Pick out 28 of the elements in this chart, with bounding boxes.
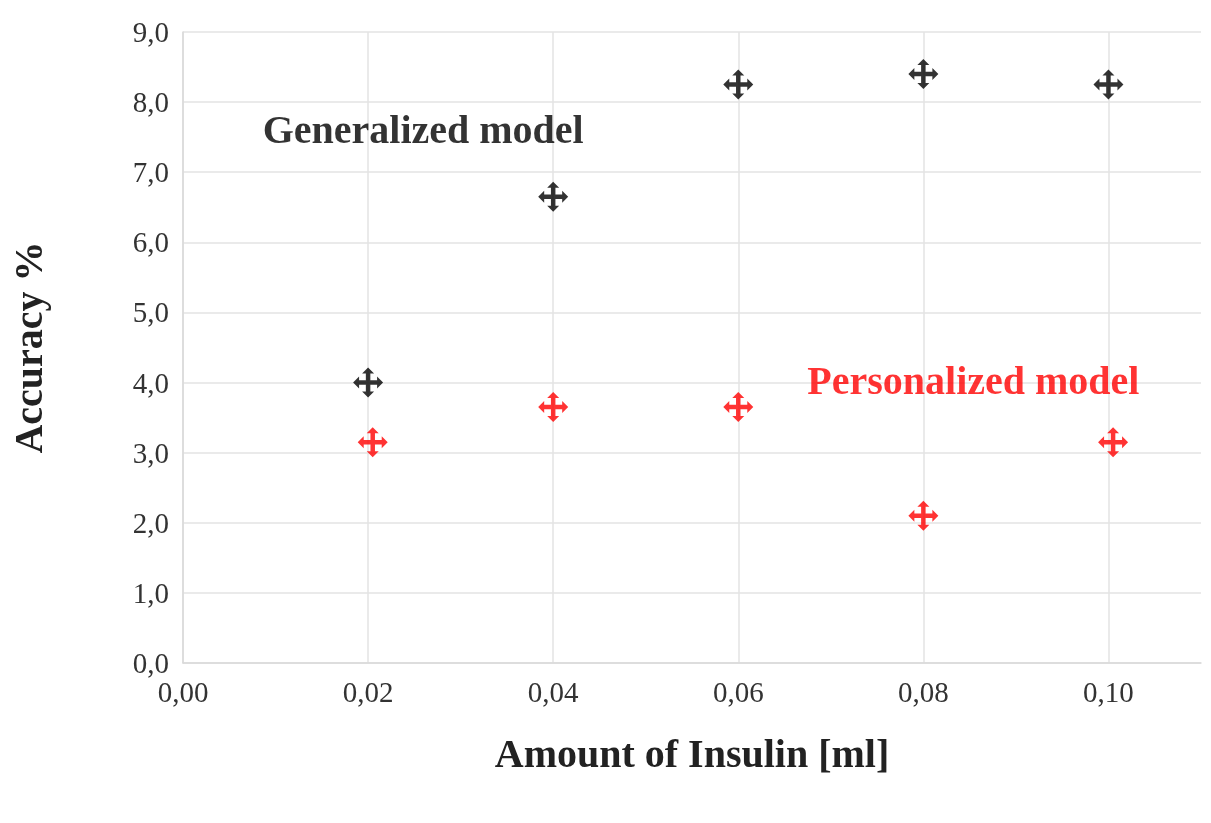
point: [723, 69, 754, 100]
series-label: Generalized model: [262, 107, 584, 153]
point: [353, 367, 384, 398]
point: [538, 392, 569, 423]
point: [538, 181, 569, 212]
point: [908, 59, 939, 90]
y-tick-label: 6,0: [132, 226, 169, 259]
y-tick-label: 2,0: [132, 506, 169, 539]
x-tick-label: 0,06: [712, 675, 764, 708]
y-tick-label: 5,0: [132, 296, 169, 329]
x-tick-label: 0,04: [527, 675, 580, 708]
y-tick-label: 9,0: [132, 16, 169, 48]
point: [1093, 69, 1124, 100]
y-tick-label: 3,0: [132, 436, 169, 469]
point: [908, 500, 939, 531]
y-axis-title: Accuracy %: [5, 241, 51, 454]
point: [723, 392, 754, 423]
x-tick-label: 0,10: [1083, 675, 1134, 708]
series-label: Personalized model: [807, 358, 1140, 404]
y-tick-label: 7,0: [132, 156, 169, 189]
y-tick-label: 8,0: [132, 86, 169, 119]
point: [357, 427, 388, 458]
y-tick-label: 1,0: [132, 576, 169, 609]
x-tick-label: 0,08: [897, 675, 949, 708]
y-tick-label: 4,0: [132, 366, 169, 399]
x-axis-title: Amount of Insulin [ml]: [494, 730, 890, 776]
x-tick-label: 0,02: [342, 675, 394, 708]
point: [1098, 427, 1129, 458]
